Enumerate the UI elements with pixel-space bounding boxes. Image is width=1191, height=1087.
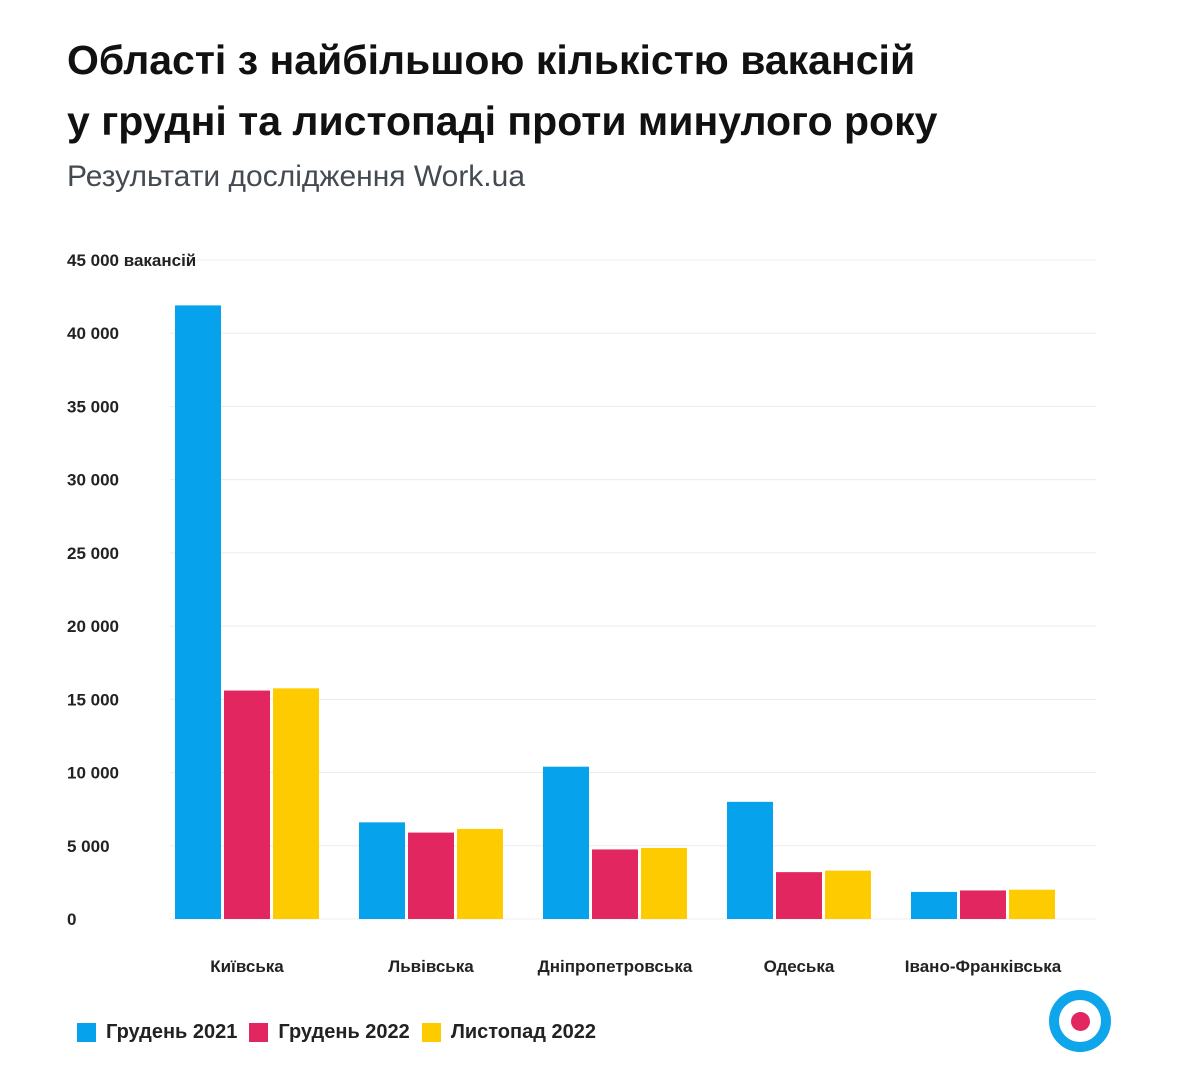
legend-swatch-2 <box>421 1023 441 1042</box>
legend-swatch-0 <box>77 1023 96 1042</box>
y-tick-label-8: 40 000 <box>67 324 119 343</box>
legend: Грудень 2021 Грудень 2022 Листопад 2022 <box>77 1021 608 1044</box>
work-ua-logo-icon <box>1049 990 1111 1052</box>
bar-4-1 <box>960 890 1006 919</box>
y-tick-label-9: 45 000 вакансій <box>67 251 196 270</box>
chart-title-line-2: у грудні та листопаді проти минулого рок… <box>67 98 938 144</box>
x-tick-label-0: Київська <box>210 957 284 976</box>
y-tick-label-7: 35 000 <box>67 397 119 416</box>
bar-4-2 <box>1009 889 1055 919</box>
legend-item-2: Листопад 2022 <box>421 1021 596 1044</box>
chart-title-line-1: Області з найбільшою кількістю вакансій <box>67 37 916 83</box>
bar-3-2 <box>825 870 871 919</box>
bar-3-1 <box>776 872 822 919</box>
y-tick-label-5: 25 000 <box>67 544 119 563</box>
legend-swatch-1 <box>249 1023 269 1042</box>
legend-label-0: Грудень 2021 <box>106 1021 238 1043</box>
bar-3-0 <box>727 801 773 919</box>
y-axis-ticks: 0 5 000 10 000 15 000 20 000 25 000 30 000 35 0… <box>67 251 196 929</box>
x-axis-ticks: Київська Львівська Дніпропетровська Одеська… <box>210 957 1062 976</box>
chart-subtitle: Результати дослідження Work.ua <box>67 160 526 193</box>
y-tick-label-1: 5 000 <box>67 837 110 856</box>
bar-2-1 <box>592 849 638 919</box>
bar-0-2 <box>273 688 319 919</box>
x-tick-label-2: Дніпропетровська <box>538 957 693 976</box>
y-tick-label-2: 10 000 <box>67 764 119 783</box>
bar-1-2 <box>457 828 503 919</box>
gridlines <box>170 259 1096 920</box>
legend-label-1: Грудень 2022 <box>278 1021 410 1043</box>
y-tick-label-3: 15 000 <box>67 690 119 709</box>
bars <box>175 305 1055 919</box>
x-tick-label-1: Львівська <box>388 957 474 976</box>
y-tick-label-4: 20 000 <box>67 617 119 636</box>
y-tick-label-6: 30 000 <box>67 471 119 490</box>
bar-1-1 <box>408 832 454 919</box>
bar-0-1 <box>224 690 270 919</box>
bar-0-0 <box>175 305 221 919</box>
legend-item-1: Грудень 2022 <box>249 1021 410 1044</box>
bar-2-0 <box>543 766 589 919</box>
bar-4-0 <box>911 891 957 919</box>
legend-item-0: Грудень 2021 <box>77 1021 237 1044</box>
y-tick-label-0: 0 <box>67 910 76 929</box>
x-tick-label-3: Одеська <box>764 957 835 976</box>
chart-title: Області з найбільшою кількістю вакансій … <box>67 30 1147 152</box>
legend-label-2: Листопад 2022 <box>450 1021 596 1043</box>
x-tick-label-4: Івано-Франківська <box>905 957 1062 976</box>
bar-2-2 <box>641 847 687 919</box>
logo-dot <box>1070 1011 1090 1031</box>
bar-1-0 <box>359 822 405 919</box>
